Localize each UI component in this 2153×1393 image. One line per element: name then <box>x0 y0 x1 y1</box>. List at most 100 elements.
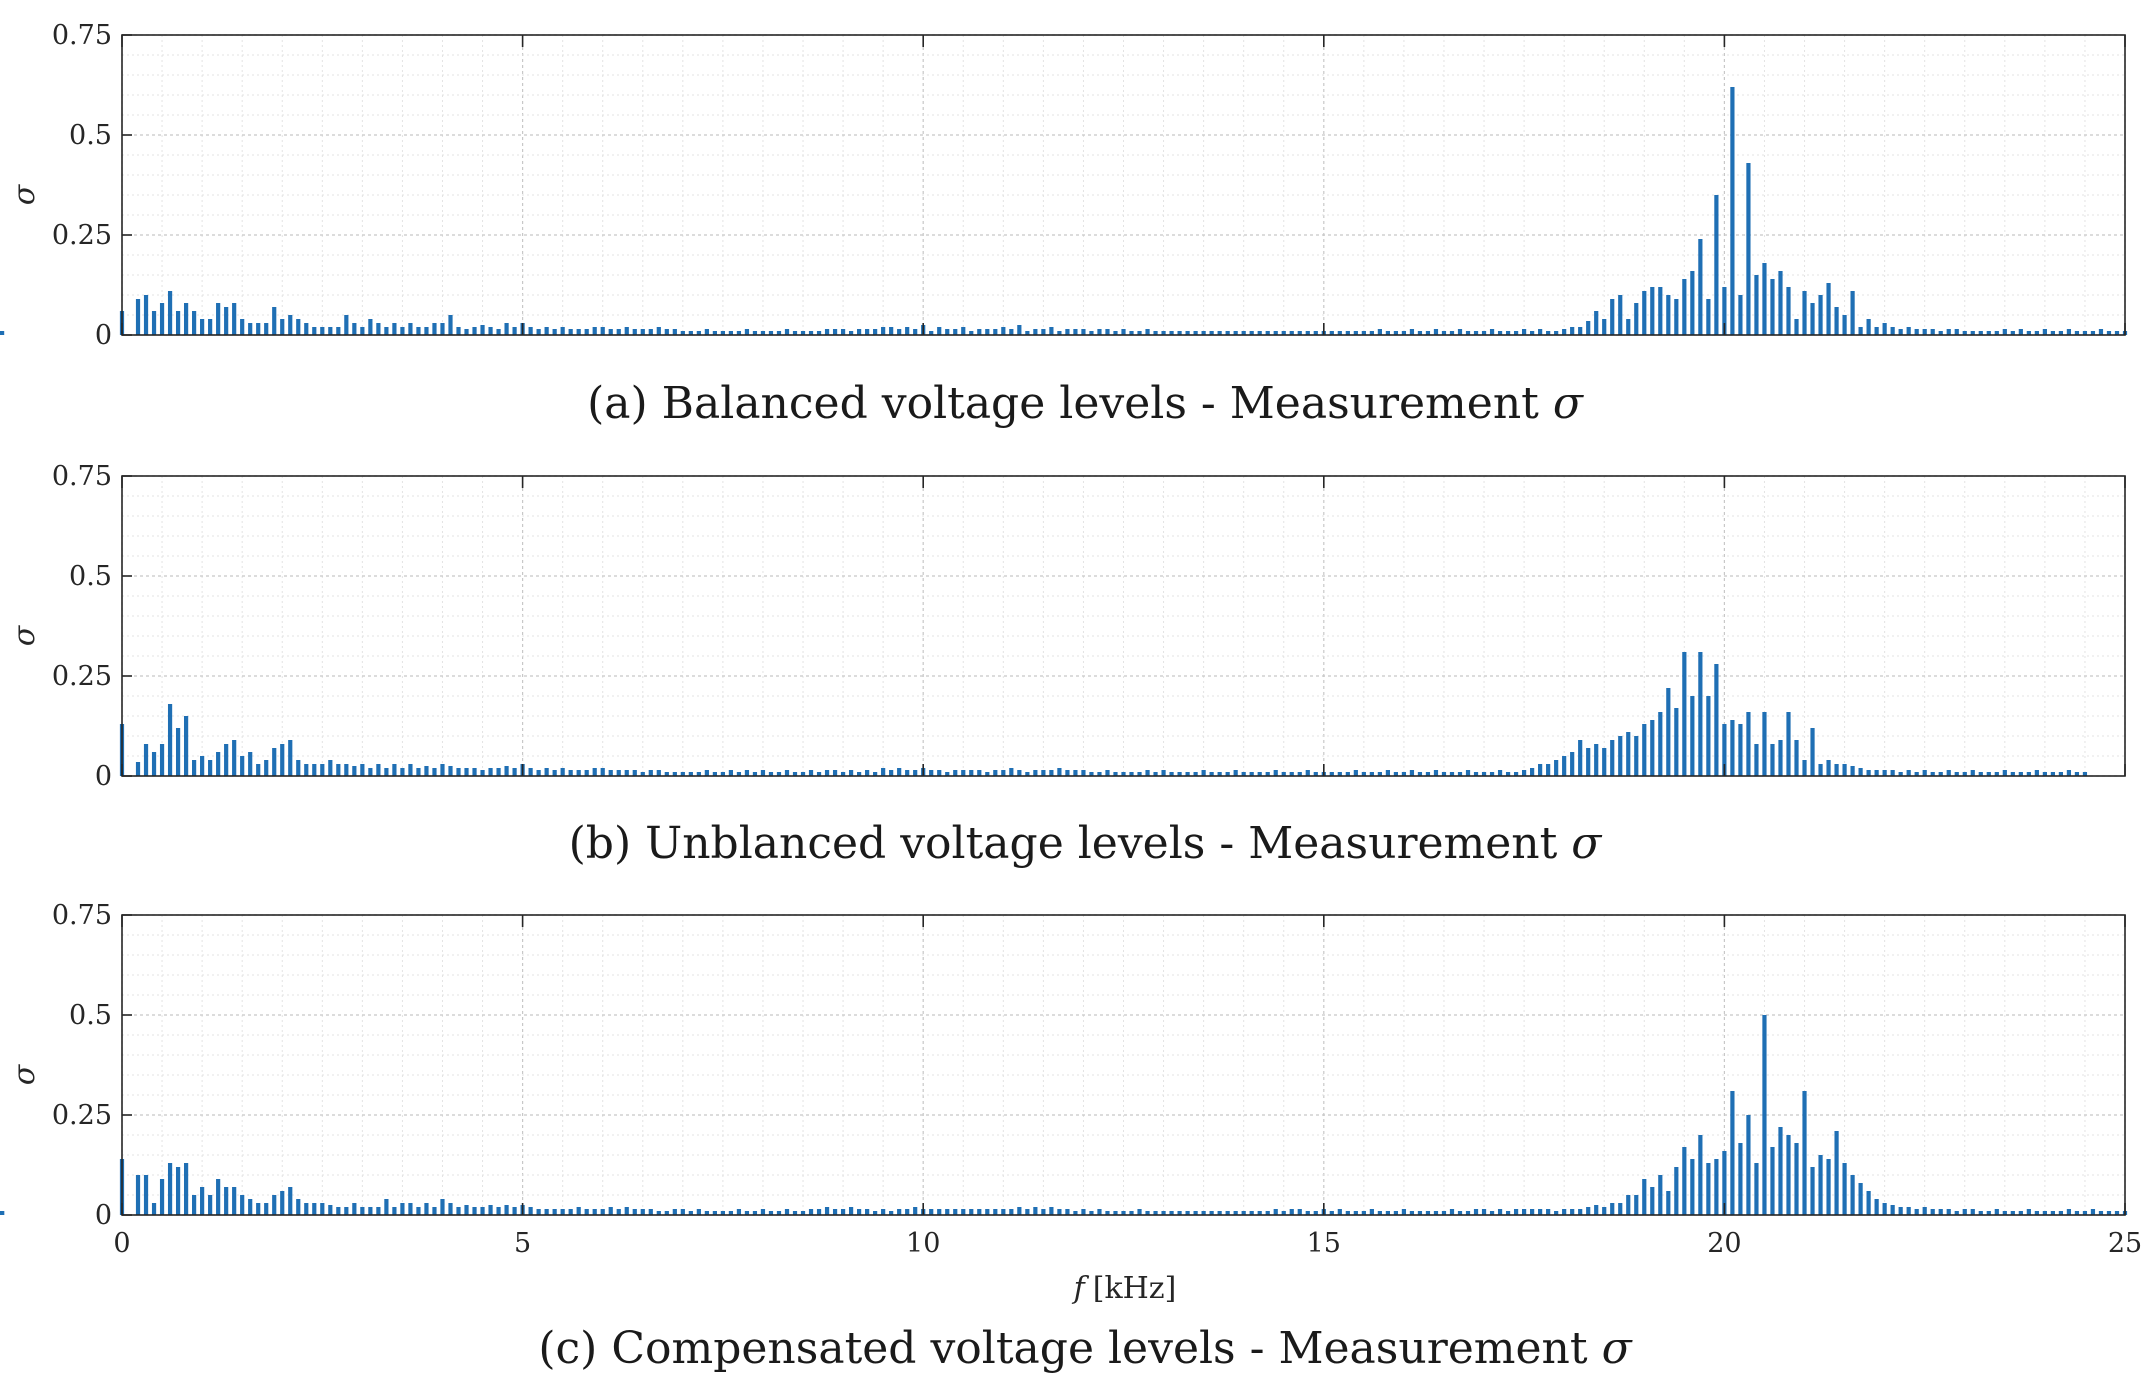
panel-b-bar <box>392 764 397 776</box>
panel-a-bar <box>1457 329 1463 335</box>
panel-a-bar <box>344 315 349 335</box>
panel-a-bar <box>296 319 301 335</box>
panel-a-bar <box>1313 331 1318 335</box>
panel-a-bar <box>376 323 381 335</box>
panel-c-bar <box>1441 1211 1447 1215</box>
panel-c-bar <box>704 1211 709 1215</box>
panel-b-bar <box>1818 764 1823 776</box>
panel-a-bar <box>688 331 693 335</box>
panel-a-bar <box>865 329 870 335</box>
panel-c-bar <box>1393 1211 1399 1215</box>
panel-b-bar <box>1209 772 1214 776</box>
panel-b-bar <box>1538 764 1543 776</box>
panel-b-bar <box>1730 720 1735 776</box>
panel-a-bar <box>272 307 277 335</box>
panel-b-bar <box>2058 772 2064 776</box>
panel-a-bar <box>1257 331 1262 335</box>
panel-a-bar <box>1546 331 1551 335</box>
panel-c-bar <box>712 1211 717 1215</box>
panel-a-caption-symbol: σ <box>1553 378 1585 429</box>
panel-c-bar <box>953 1209 958 1215</box>
panel-a-bar <box>488 327 493 335</box>
panel-b-bar <box>1546 764 1551 776</box>
panel-c-y-axis-label: σ <box>7 1063 42 1085</box>
panel-c-bar <box>568 1209 573 1215</box>
panel-b-bar <box>1049 770 1054 776</box>
panel-a-bar <box>1513 331 1519 335</box>
panel-a-bar <box>1770 279 1775 335</box>
panel-a-bar <box>2090 331 2096 335</box>
panel-b-bar <box>1922 770 1927 776</box>
panel-b-bar <box>808 770 814 776</box>
panel-b-bar <box>1834 764 1839 776</box>
panel-a-bar <box>624 327 629 335</box>
panel-a-bar <box>1850 291 1855 335</box>
panel-c-bar <box>328 1205 333 1215</box>
panel-a-bar <box>1794 319 1799 335</box>
panel-a-bar <box>1658 287 1663 335</box>
panel-c-bar <box>1065 1209 1070 1215</box>
panel-a-bar <box>1361 331 1366 335</box>
panel-a-bar <box>1089 331 1094 335</box>
panel-a-bar <box>496 329 501 335</box>
panel-a-bar <box>248 323 253 335</box>
panel-b-bar <box>1866 770 1871 776</box>
panel-b-bar <box>1105 770 1110 776</box>
panel-b-bar <box>1457 772 1463 776</box>
panel-a-bar <box>1329 331 1334 335</box>
panel-b-bar <box>240 756 245 776</box>
panel-c-bar <box>1313 1211 1318 1215</box>
panel-c-bar <box>961 1209 966 1215</box>
panel-a-bar <box>1578 327 1583 335</box>
panel-a-bar <box>1842 315 1847 335</box>
panel-b-bar <box>1914 772 1919 776</box>
panel-a-bar <box>648 329 653 335</box>
panel-a-bar <box>1273 331 1278 335</box>
panel-a-bar <box>969 331 974 335</box>
panel-a-bar <box>656 327 661 335</box>
panel-b-bar <box>832 770 838 776</box>
panel-b-bar <box>1954 772 1959 776</box>
panel-c-bar <box>1025 1209 1030 1215</box>
panel-a-bar <box>1193 331 1198 335</box>
panel-a-bar <box>1289 331 1294 335</box>
panel-b-bar <box>1802 760 1807 776</box>
panel-a-bar <box>1818 295 1823 335</box>
panel-a-bar <box>512 327 517 335</box>
panel-c-bar <box>1401 1209 1407 1215</box>
panel-a-bar <box>1185 331 1190 335</box>
panel-a-bar <box>528 327 533 335</box>
panel-b-bar <box>1305 770 1310 776</box>
panel-b-bar <box>1161 770 1166 776</box>
panel-b-bar <box>1513 772 1519 776</box>
panel-c-bar <box>344 1207 349 1215</box>
panel-a-bar <box>175 311 181 335</box>
panel-c-bar <box>1073 1211 1078 1215</box>
panel-c-bar <box>1409 1211 1415 1215</box>
panel-c-bar <box>1417 1211 1423 1215</box>
panel-b-bar <box>1938 772 1943 776</box>
panel-a-bar <box>1241 331 1246 335</box>
panel-a-bar <box>1986 331 1991 335</box>
panel-c-bar <box>1530 1209 1535 1215</box>
panel-c-bar <box>1217 1211 1222 1215</box>
panel-b-bar <box>1674 708 1679 776</box>
panel-c-bar <box>2034 1211 2039 1215</box>
panel-a-bar <box>1049 327 1054 335</box>
panel-c-bar <box>1730 1091 1735 1215</box>
panel-a-bar <box>1626 319 1631 335</box>
panel-a-bar <box>889 327 894 335</box>
panel-b-bar <box>1129 772 1134 776</box>
panel-b-bar <box>320 764 325 776</box>
panel-b-bar <box>1009 768 1014 776</box>
panel-b-bar <box>1329 772 1334 776</box>
panel-b-bar <box>376 764 381 776</box>
panel-c-bar <box>432 1207 437 1215</box>
panel-b-bar <box>688 772 693 776</box>
panel-c-bar <box>881 1209 886 1215</box>
panel-a-bar <box>368 319 373 335</box>
panel-c-bar <box>2018 1211 2023 1215</box>
panel-c-xtick-label: 15 <box>1307 1228 1341 1259</box>
panel-a-bar <box>1970 331 1975 335</box>
panel-b-bar <box>985 772 990 776</box>
